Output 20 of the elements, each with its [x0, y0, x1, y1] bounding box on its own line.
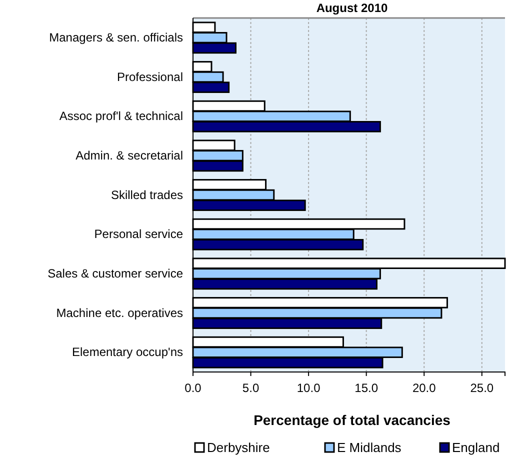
x-tick-label: 10.0: [296, 381, 321, 396]
x-tick-label: 0.0: [184, 381, 202, 396]
y-tick-label: Personal service: [94, 227, 184, 242]
y-tick-label: Managers & sen. officials: [49, 30, 183, 45]
legend-label: England: [452, 440, 500, 455]
y-tick-label: Elementary occup'ns: [72, 345, 183, 360]
legend-label: Derbyshire: [207, 440, 270, 455]
x-tick-label: 20.0: [412, 381, 436, 396]
x-tick-label: 25.0: [470, 381, 494, 396]
y-tick-label: Skilled trades: [110, 188, 183, 202]
y-tick-label: Sales & customer service: [48, 266, 184, 281]
chart-title: August 2010: [316, 1, 388, 15]
y-tick-label: Assoc prof'l & technical: [59, 109, 183, 124]
x-axis-title: Percentage of total vacancies: [254, 412, 451, 428]
y-tick-label: Admin. & secretarial: [76, 148, 183, 163]
x-tick-label: 15.0: [354, 381, 378, 396]
y-tick-label: Professional: [116, 70, 183, 84]
y-tick-label: Machine etc. operatives: [56, 306, 183, 320]
x-tick-label: 5.0: [242, 381, 260, 396]
legend-label: E Midlands: [337, 440, 402, 455]
